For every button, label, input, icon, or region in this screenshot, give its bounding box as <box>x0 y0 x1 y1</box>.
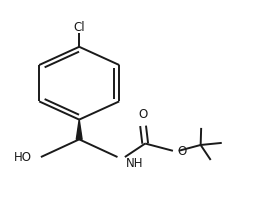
Text: NH: NH <box>126 157 143 170</box>
Text: O: O <box>138 108 148 121</box>
Text: O: O <box>178 145 187 158</box>
Polygon shape <box>76 120 82 139</box>
Text: Cl: Cl <box>73 21 85 33</box>
Text: HO: HO <box>14 151 32 163</box>
